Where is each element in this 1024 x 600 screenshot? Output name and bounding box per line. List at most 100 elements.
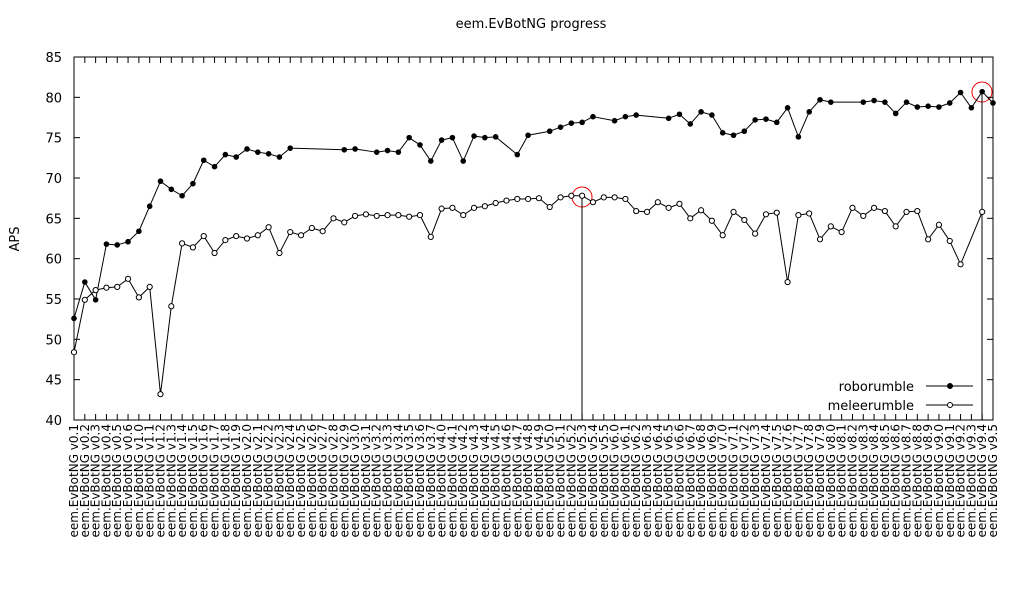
x-tick-label: eem.EvBotNG v5.4 xyxy=(586,424,600,538)
series-segment xyxy=(419,144,432,162)
x-tick-label: eem.EvBotNG v7.2 xyxy=(737,424,751,538)
x-tick-label: eem.EvBotNG v1.3 xyxy=(164,424,178,538)
x-tick-label: eem.EvBotNG v9.3 xyxy=(964,424,978,538)
point xyxy=(265,151,272,157)
series-segment xyxy=(787,215,799,283)
point xyxy=(82,279,88,285)
point xyxy=(244,146,250,152)
point xyxy=(287,228,294,236)
point xyxy=(243,235,251,242)
point xyxy=(697,207,705,214)
point xyxy=(136,228,142,235)
x-tick-label: eem.EvBotNG v8.6 xyxy=(889,424,903,538)
point xyxy=(600,194,607,201)
series-segment xyxy=(84,281,97,301)
x-tick-label: eem.EvBotNG v1.6 xyxy=(197,424,211,538)
x-tick-label: eem.EvBotNG v5.5 xyxy=(597,424,611,538)
point xyxy=(71,315,77,322)
point xyxy=(698,109,704,115)
x-tick-label: eem.EvBotNG v9.4 xyxy=(975,424,989,538)
point xyxy=(114,283,121,290)
point xyxy=(503,197,510,204)
x-tick-label: eem.EvBotNG v2.5 xyxy=(294,424,308,538)
x-tick-label: eem.EvBotNG v0.1 xyxy=(67,424,81,538)
point xyxy=(579,192,586,199)
x-tick-label: eem.EvBotNG v8.0 xyxy=(824,424,838,538)
point xyxy=(687,215,694,222)
y-tick-label: 75 xyxy=(45,132,62,147)
point xyxy=(795,134,802,140)
point xyxy=(968,105,975,111)
x-tick-label: eem.EvBotNG v8.4 xyxy=(867,424,881,538)
point xyxy=(81,296,88,303)
x-tick-label: eem.EvBotNG v3.7 xyxy=(424,424,438,538)
x-tick-label: eem.EvBotNG v6.6 xyxy=(672,424,686,538)
point xyxy=(557,124,564,130)
x-tick-label: eem.EvBotNG v0.5 xyxy=(110,424,124,538)
x-tick-label: eem.EvBotNG v8.7 xyxy=(900,424,914,538)
point xyxy=(92,287,99,294)
point xyxy=(352,146,358,152)
x-tick-label: eem.EvBotNG v0.2 xyxy=(78,424,92,538)
point xyxy=(828,99,834,105)
x-tick-label: eem.EvBotNG v3.4 xyxy=(391,424,405,538)
point xyxy=(449,204,456,211)
point xyxy=(936,104,942,110)
series-segment xyxy=(797,111,810,138)
point xyxy=(806,210,813,217)
point xyxy=(730,132,737,139)
point xyxy=(990,100,996,106)
point xyxy=(665,115,672,122)
plot-border xyxy=(73,56,994,421)
series-segment xyxy=(73,281,86,319)
point xyxy=(665,204,672,211)
x-tick-label: eem.EvBotNG v6.4 xyxy=(651,424,665,538)
x-tick-label: eem.EvBotNG v3.2 xyxy=(370,424,384,538)
x-tick-label: eem.EvBotNG v7.8 xyxy=(802,424,816,538)
point xyxy=(709,112,715,118)
point xyxy=(179,240,186,247)
x-tick-label: eem.EvBotNG v6.7 xyxy=(683,424,697,538)
point xyxy=(741,128,748,135)
point xyxy=(622,195,629,203)
series-segment xyxy=(711,114,724,134)
point xyxy=(265,224,272,231)
x-tick-label: eem.EvBotNG v8.8 xyxy=(910,424,924,538)
x-tick-label: eem.EvBotNG v9.1 xyxy=(943,424,957,538)
point xyxy=(406,213,413,220)
point xyxy=(827,223,834,230)
x-tick-label: eem.EvBotNG v1.8 xyxy=(218,424,232,538)
series-segment xyxy=(290,147,345,151)
point xyxy=(427,233,434,240)
point xyxy=(341,219,348,226)
x-tick-label: eem.EvBotNG v1.4 xyxy=(175,424,189,538)
series-segment xyxy=(722,211,734,236)
point xyxy=(838,228,845,236)
point xyxy=(817,96,823,103)
point xyxy=(892,223,899,230)
point xyxy=(254,149,261,155)
x-tick-label: eem.EvBotNG v6.1 xyxy=(618,424,632,538)
series-segment xyxy=(127,278,140,298)
x-tick-label: eem.EvBotNG v6.3 xyxy=(640,424,654,538)
point xyxy=(762,211,770,218)
series-segment xyxy=(970,91,983,109)
x-tick-label: eem.EvBotNG v3.5 xyxy=(402,424,416,538)
x-tick-label: eem.EvBotNG v3.0 xyxy=(348,424,362,538)
x-tick-label: eem.EvBotNG v4.6 xyxy=(499,424,513,538)
point xyxy=(200,157,207,164)
point xyxy=(492,199,499,207)
point xyxy=(352,212,359,220)
point xyxy=(795,212,802,219)
x-tick-label: eem.EvBotNG v4.1 xyxy=(445,424,459,538)
point xyxy=(870,204,878,211)
point xyxy=(233,232,240,240)
x-tick-label: eem.EvBotNG v4.9 xyxy=(532,424,546,538)
x-tick-label: eem.EvBotNG v6.9 xyxy=(705,424,719,538)
point xyxy=(406,134,412,141)
x-tick-label: eem.EvBotNG v7.0 xyxy=(716,424,730,538)
point xyxy=(438,137,445,143)
series-segment xyxy=(495,136,518,155)
point xyxy=(611,194,618,201)
x-tick-label: eem.EvBotNG v4.8 xyxy=(521,424,535,538)
